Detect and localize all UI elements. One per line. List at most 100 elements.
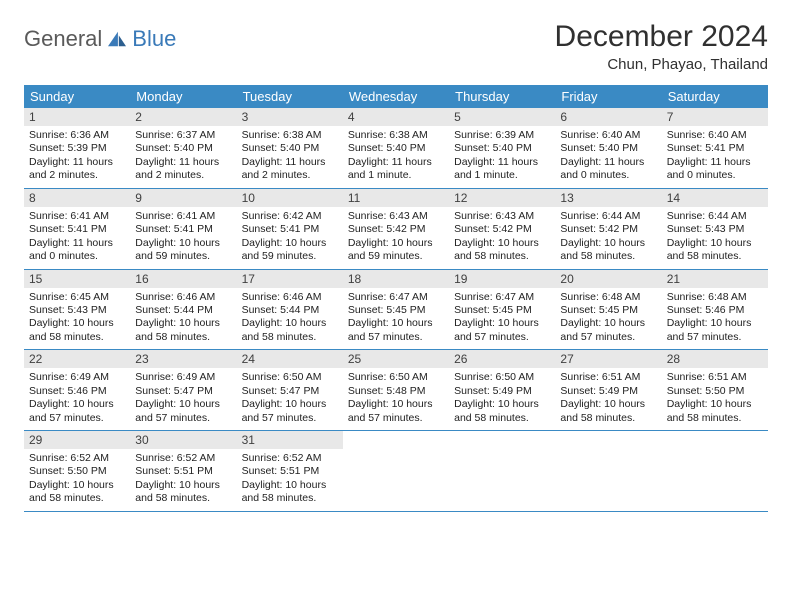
- sunset-text: Sunset: 5:45 PM: [560, 304, 656, 317]
- brand-text-2: Blue: [132, 26, 176, 52]
- sunset-text: Sunset: 5:44 PM: [242, 304, 338, 317]
- day-content: Sunrise: 6:52 AMSunset: 5:51 PMDaylight:…: [130, 449, 236, 511]
- daylight-text: Daylight: 11 hours and 1 minute.: [348, 156, 444, 183]
- day-content: Sunrise: 6:41 AMSunset: 5:41 PMDaylight:…: [130, 207, 236, 269]
- calendar-cell: 26Sunrise: 6:50 AMSunset: 5:49 PMDayligh…: [449, 350, 555, 430]
- day-number: 15: [24, 270, 130, 288]
- day-number: 19: [449, 270, 555, 288]
- day-content: Sunrise: 6:44 AMSunset: 5:43 PMDaylight:…: [662, 207, 768, 269]
- sunrise-text: Sunrise: 6:40 AM: [560, 129, 656, 142]
- sunrise-text: Sunrise: 6:37 AM: [135, 129, 231, 142]
- day-number: 8: [24, 189, 130, 207]
- sunrise-text: Sunrise: 6:48 AM: [560, 291, 656, 304]
- calendar-cell: 14Sunrise: 6:44 AMSunset: 5:43 PMDayligh…: [662, 189, 768, 269]
- daylight-text: Daylight: 10 hours and 58 minutes.: [29, 317, 125, 344]
- brand-logo: General Blue: [24, 26, 176, 52]
- location-text: Chun, Phayao, Thailand: [555, 56, 768, 73]
- sunrise-text: Sunrise: 6:50 AM: [348, 371, 444, 384]
- sunset-text: Sunset: 5:45 PM: [348, 304, 444, 317]
- daylight-text: Daylight: 11 hours and 1 minute.: [454, 156, 550, 183]
- daylight-text: Daylight: 10 hours and 57 minutes.: [29, 398, 125, 425]
- day-number: 16: [130, 270, 236, 288]
- calendar-cell: 12Sunrise: 6:43 AMSunset: 5:42 PMDayligh…: [449, 189, 555, 269]
- day-content: Sunrise: 6:41 AMSunset: 5:41 PMDaylight:…: [24, 207, 130, 269]
- daylight-text: Daylight: 10 hours and 58 minutes.: [667, 398, 763, 425]
- sunset-text: Sunset: 5:42 PM: [454, 223, 550, 236]
- day-content: Sunrise: 6:50 AMSunset: 5:48 PMDaylight:…: [343, 368, 449, 430]
- sunset-text: Sunset: 5:41 PM: [667, 142, 763, 155]
- daylight-text: Daylight: 10 hours and 58 minutes.: [29, 479, 125, 506]
- calendar-cell: 10Sunrise: 6:42 AMSunset: 5:41 PMDayligh…: [237, 189, 343, 269]
- day-number: 27: [555, 350, 661, 368]
- daylight-text: Daylight: 10 hours and 57 minutes.: [667, 317, 763, 344]
- sunset-text: Sunset: 5:39 PM: [29, 142, 125, 155]
- sunset-text: Sunset: 5:46 PM: [29, 385, 125, 398]
- day-content: Sunrise: 6:45 AMSunset: 5:43 PMDaylight:…: [24, 288, 130, 350]
- weekday-header: Tuesday: [237, 85, 343, 108]
- sunrise-text: Sunrise: 6:43 AM: [454, 210, 550, 223]
- day-number: 6: [555, 108, 661, 126]
- sunset-text: Sunset: 5:43 PM: [29, 304, 125, 317]
- day-number: 5: [449, 108, 555, 126]
- sunrise-text: Sunrise: 6:48 AM: [667, 291, 763, 304]
- calendar-cell: 11Sunrise: 6:43 AMSunset: 5:42 PMDayligh…: [343, 189, 449, 269]
- calendar-cell: 27 Sunrise: 6:51 AMSunset: 5:49 PMDayligh…: [555, 350, 661, 430]
- daylight-text: Daylight: 10 hours and 57 minutes.: [242, 398, 338, 425]
- sunset-text: Sunset: 5:40 PM: [348, 142, 444, 155]
- day-number: 13: [555, 189, 661, 207]
- calendar-cell: 4Sunrise: 6:38 AMSunset: 5:40 PMDaylight…: [343, 108, 449, 188]
- day-content: Sunrise: 6:52 AMSunset: 5:51 PMDaylight:…: [237, 449, 343, 511]
- calendar-row: 29Sunrise: 6:52 AMSunset: 5:50 PMDayligh…: [24, 431, 768, 512]
- day-content: Sunrise: 6:43 AMSunset: 5:42 PMDaylight:…: [343, 207, 449, 269]
- sunset-text: Sunset: 5:48 PM: [348, 385, 444, 398]
- daylight-text: Daylight: 10 hours and 58 minutes.: [560, 237, 656, 264]
- sunrise-text: Sunrise: 6:49 AM: [29, 371, 125, 384]
- day-number: 2: [130, 108, 236, 126]
- day-content: Sunrise: 6:38 AMSunset: 5:40 PMDaylight:…: [343, 126, 449, 188]
- daylight-text: Daylight: 10 hours and 58 minutes.: [667, 237, 763, 264]
- day-content: Sunrise: 6:48 AMSunset: 5:46 PMDaylight:…: [662, 288, 768, 350]
- sunset-text: Sunset: 5:51 PM: [242, 465, 338, 478]
- daylight-text: Daylight: 10 hours and 58 minutes.: [135, 479, 231, 506]
- day-number: 18: [343, 270, 449, 288]
- daylight-text: Daylight: 11 hours and 2 minutes.: [242, 156, 338, 183]
- sunrise-text: Sunrise: 6:39 AM: [454, 129, 550, 142]
- calendar-cell: 21Sunrise: 6:48 AMSunset: 5:46 PMDayligh…: [662, 270, 768, 350]
- sunrise-text: Sunrise: 6:51 AM: [560, 371, 656, 384]
- daylight-text: Daylight: 10 hours and 57 minutes.: [348, 317, 444, 344]
- daylight-text: Daylight: 10 hours and 58 minutes.: [560, 398, 656, 425]
- calendar-cell: 3Sunrise: 6:38 AMSunset: 5:40 PMDaylight…: [237, 108, 343, 188]
- day-content: Sunrise: 6:48 AMSunset: 5:45 PMDaylight:…: [555, 288, 661, 350]
- sunrise-text: Sunrise: 6:41 AM: [29, 210, 125, 223]
- sunset-text: Sunset: 5:41 PM: [135, 223, 231, 236]
- sunrise-text: Sunrise: 6:38 AM: [242, 129, 338, 142]
- calendar-row: 8Sunrise: 6:41 AMSunset: 5:41 PMDaylight…: [24, 189, 768, 270]
- sunrise-text: Sunrise: 6:41 AM: [135, 210, 231, 223]
- weekday-header: Friday: [555, 85, 661, 108]
- sunset-text: Sunset: 5:49 PM: [560, 385, 656, 398]
- daylight-text: Daylight: 11 hours and 0 minutes.: [667, 156, 763, 183]
- sunrise-text: Sunrise: 6:43 AM: [348, 210, 444, 223]
- daylight-text: Daylight: 10 hours and 57 minutes.: [454, 317, 550, 344]
- sunrise-text: Sunrise: 6:46 AM: [242, 291, 338, 304]
- day-content: Sunrise: 6:38 AMSunset: 5:40 PMDaylight:…: [237, 126, 343, 188]
- sunset-text: Sunset: 5:50 PM: [667, 385, 763, 398]
- calendar-cell: [662, 431, 768, 511]
- day-number: 28: [662, 350, 768, 368]
- day-content: Sunrise: 6:49 AMSunset: 5:47 PMDaylight:…: [130, 368, 236, 430]
- calendar-cell: 16Sunrise: 6:46 AMSunset: 5:44 PMDayligh…: [130, 270, 236, 350]
- daylight-text: Daylight: 10 hours and 58 minutes.: [242, 317, 338, 344]
- day-number: 14: [662, 189, 768, 207]
- sunrise-text: Sunrise: 6:52 AM: [242, 452, 338, 465]
- day-content: Sunrise: 6:50 AMSunset: 5:47 PMDaylight:…: [237, 368, 343, 430]
- day-content: Sunrise: 6:36 AMSunset: 5:39 PMDaylight:…: [24, 126, 130, 188]
- sunset-text: Sunset: 5:51 PM: [135, 465, 231, 478]
- day-number: 4: [343, 108, 449, 126]
- calendar-row: 22Sunrise: 6:49 AMSunset: 5:46 PMDayligh…: [24, 350, 768, 431]
- daylight-text: Daylight: 10 hours and 58 minutes.: [135, 317, 231, 344]
- title-block: December 2024 Chun, Phayao, Thailand: [555, 20, 768, 73]
- day-content: Sunrise: 6:37 AMSunset: 5:40 PMDaylight:…: [130, 126, 236, 188]
- daylight-text: Daylight: 11 hours and 2 minutes.: [135, 156, 231, 183]
- sunset-text: Sunset: 5:40 PM: [560, 142, 656, 155]
- daylight-text: Daylight: 10 hours and 58 minutes.: [454, 398, 550, 425]
